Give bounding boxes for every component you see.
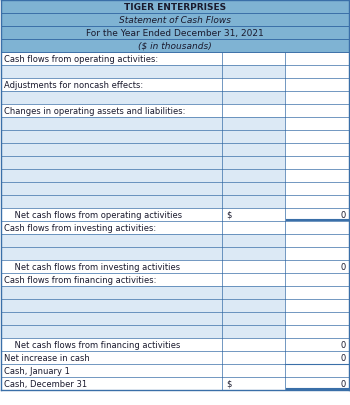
Bar: [1, 157, 349, 170]
Text: Adjustments for noncash effects:: Adjustments for noncash effects:: [4, 81, 143, 90]
Bar: [1, 1, 349, 53]
Bar: [1, 131, 349, 144]
Text: For the Year Ended December 31, 2021: For the Year Ended December 31, 2021: [86, 29, 264, 38]
Bar: [1, 118, 285, 131]
Text: Cash flows from investing activities:: Cash flows from investing activities:: [4, 224, 156, 232]
Bar: [1, 66, 349, 79]
Bar: [1, 92, 349, 105]
Bar: [1, 157, 285, 170]
Bar: [1, 196, 349, 209]
Bar: [1, 105, 349, 118]
Bar: [1, 377, 349, 390]
Bar: [1, 286, 349, 299]
Bar: [1, 312, 349, 325]
Bar: [1, 234, 349, 247]
Bar: [1, 144, 349, 157]
Bar: [1, 53, 349, 66]
Bar: [1, 234, 285, 247]
Text: Net cash flows from investing activities: Net cash flows from investing activities: [4, 262, 180, 271]
Bar: [1, 286, 285, 299]
Bar: [1, 247, 349, 260]
Text: $: $: [226, 211, 231, 220]
Text: 0: 0: [341, 262, 346, 271]
Text: Net cash flows from operating activities: Net cash flows from operating activities: [4, 211, 182, 220]
Text: Cash, December 31: Cash, December 31: [4, 379, 87, 388]
Text: 0: 0: [341, 340, 346, 349]
Bar: [1, 144, 285, 157]
Bar: [1, 299, 285, 312]
Text: Cash flows from operating activities:: Cash flows from operating activities:: [4, 55, 158, 64]
Text: 0: 0: [341, 211, 346, 220]
Bar: [1, 183, 285, 196]
Bar: [1, 196, 285, 209]
Bar: [1, 299, 349, 312]
Text: Changes in operating assets and liabilities:: Changes in operating assets and liabilit…: [4, 107, 186, 116]
Bar: [1, 79, 349, 92]
Text: Net increase in cash: Net increase in cash: [4, 353, 90, 362]
Bar: [1, 209, 349, 222]
Bar: [1, 222, 349, 234]
Bar: [1, 364, 349, 377]
Text: Statement of Cash Flows: Statement of Cash Flows: [119, 16, 231, 25]
Bar: [1, 351, 349, 364]
Text: Cash, January 1: Cash, January 1: [4, 366, 70, 375]
Bar: [1, 92, 285, 105]
Text: TIGER ENTERPRISES: TIGER ENTERPRISES: [124, 3, 226, 12]
Bar: [1, 183, 349, 196]
Bar: [1, 325, 349, 338]
Bar: [1, 273, 349, 286]
Text: Cash flows from financing activities:: Cash flows from financing activities:: [4, 275, 156, 284]
Text: 0: 0: [341, 353, 346, 362]
Text: ($ in thousands): ($ in thousands): [138, 42, 212, 51]
Bar: [1, 66, 285, 79]
Bar: [1, 325, 285, 338]
Bar: [1, 131, 285, 144]
Text: Net cash flows from financing activities: Net cash flows from financing activities: [4, 340, 180, 349]
Bar: [1, 338, 349, 351]
Bar: [1, 312, 285, 325]
Bar: [1, 170, 349, 183]
Bar: [1, 247, 285, 260]
Bar: [1, 118, 349, 131]
Bar: [1, 260, 349, 273]
Bar: [1, 170, 285, 183]
Text: 0: 0: [341, 379, 346, 388]
Text: $: $: [226, 379, 231, 388]
